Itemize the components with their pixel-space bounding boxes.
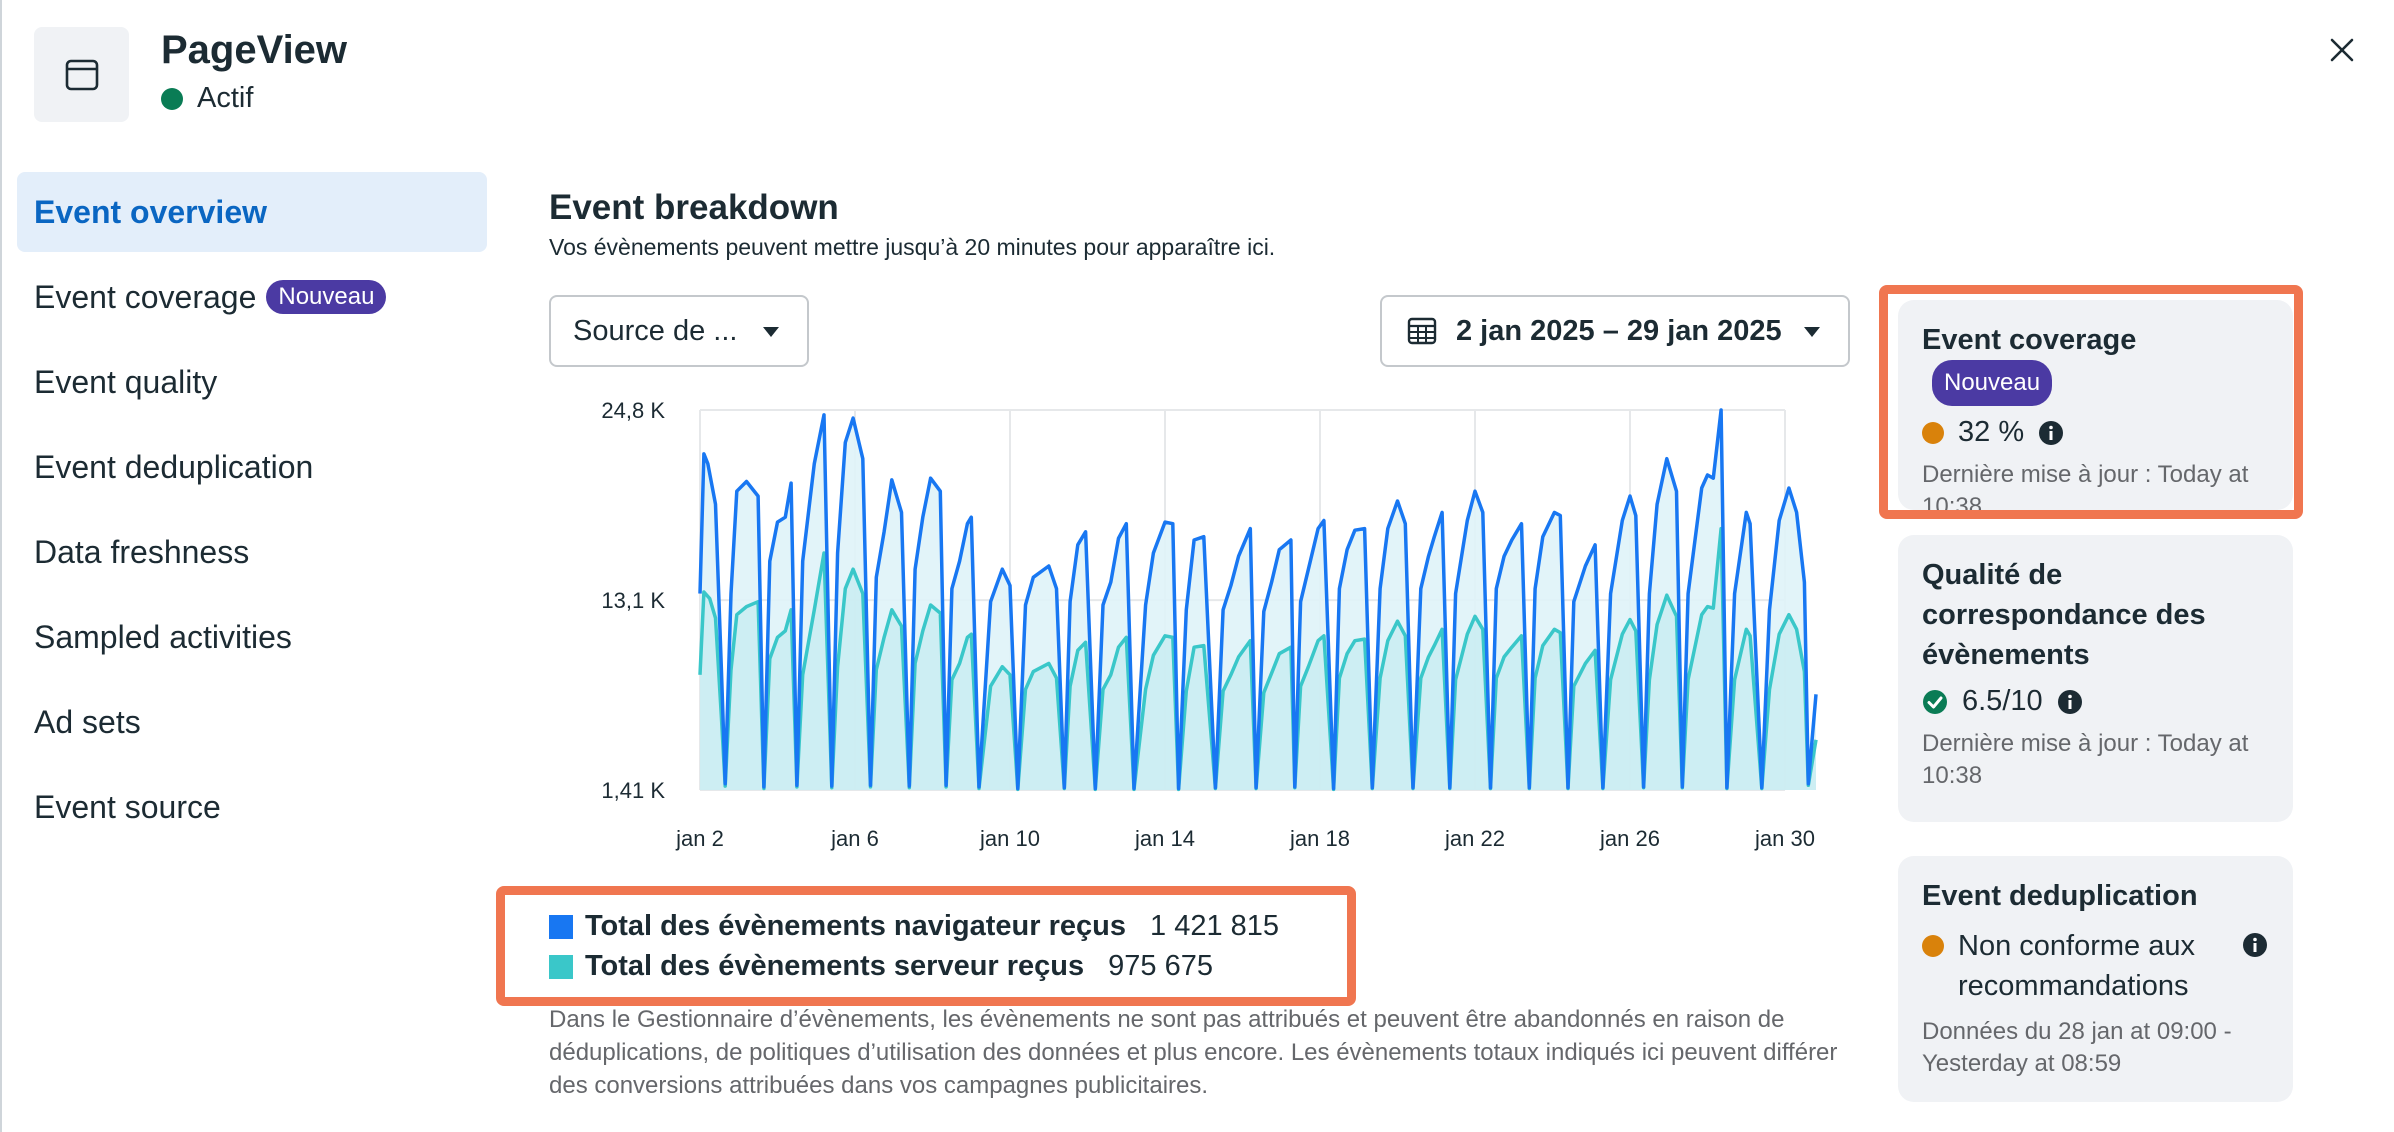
x-tick-label: jan 30: [1754, 826, 1815, 851]
sidebar-item-label: Event source: [34, 788, 221, 825]
sidebar-item-label: Data freshness: [34, 533, 250, 570]
sidebar-item-label: Event overview: [34, 193, 267, 230]
legend-item-browser: Total des évènements navigateur reçus 1 …: [549, 910, 1279, 943]
sidebar-item-event-coverage[interactable]: Event coverage Nouveau: [17, 257, 487, 337]
y-tick-label: 1,41 K: [601, 778, 665, 803]
card-title: Event deduplication: [1922, 880, 2198, 912]
card-value: Non conforme aux recommandations: [1958, 930, 2195, 1002]
x-tick-label: jan 2: [675, 826, 724, 851]
legend-label: Total des évènements serveur reçus: [585, 950, 1085, 982]
panel-edge: [0, 0, 2, 1132]
card-value-row: Non conforme aux recommandations: [1922, 926, 2269, 1006]
x-tick-label: jan 10: [979, 826, 1040, 851]
sidebar-item-ad-sets[interactable]: Ad sets: [17, 682, 487, 762]
date-range-label: 2 jan 2025 – 29 jan 2025: [1456, 314, 1782, 347]
y-tick-label: 13,1 K: [601, 588, 665, 613]
calendar-table-icon: [1407, 317, 1437, 345]
server-area: [700, 528, 1816, 790]
card-updated: Dernière mise à jour : Today at 10:38: [1922, 730, 2249, 789]
warning-dot-icon: [1922, 421, 1944, 444]
legend-item-server: Total des évènements serveur reçus 975 6…: [549, 950, 1213, 983]
card-value: 32 %: [1958, 416, 2025, 448]
legend-highlight: [496, 886, 1356, 1006]
new-badge: Nouveau: [1932, 360, 2053, 406]
legend-value: 975 675: [1108, 950, 1213, 982]
info-icon[interactable]: [2242, 932, 2268, 958]
card-title: Event coverage Nouveau: [1922, 320, 2269, 406]
x-tick-label: jan 26: [1599, 826, 1660, 851]
info-icon[interactable]: [2057, 689, 2083, 715]
new-badge: Nouveau: [266, 280, 387, 314]
x-tick-label: jan 14: [1134, 826, 1195, 851]
check-circle-icon: [1923, 689, 1947, 714]
event-coverage-card[interactable]: Event coverage Nouveau 32 % Dernière mis…: [1898, 300, 2293, 520]
card-updated: Données du 28 jan at 09:00 - Yesterday a…: [1922, 1018, 2232, 1077]
sidebar-item-event-deduplication[interactable]: Event deduplication: [17, 427, 487, 507]
date-range-picker[interactable]: 2 jan 2025 – 29 jan 2025: [1380, 295, 1850, 367]
status-dot-icon: [161, 87, 183, 110]
sidebar-item-event-quality[interactable]: Event quality: [17, 342, 487, 422]
sidebar-item-label: Sampled activities: [34, 618, 292, 655]
card-value: 6.5/10: [1962, 685, 2043, 717]
browser-series-line: [698, 408, 1818, 791]
card-title-text: Event coverage: [1922, 324, 2137, 356]
status-label: Actif: [197, 82, 254, 114]
page-title: PageView: [161, 28, 348, 72]
x-tick-label: jan 18: [1289, 826, 1350, 851]
section-title: Event breakdown: [549, 188, 839, 227]
info-icon[interactable]: [2038, 420, 2064, 446]
close-button[interactable]: [2322, 30, 2362, 70]
legend-swatch: [549, 954, 573, 979]
x-tick-label: jan 6: [830, 826, 879, 851]
card-value-row: 32 %: [1922, 416, 2269, 449]
caret-down-icon: [763, 327, 779, 337]
y-tick-label: 24,8 K: [601, 398, 665, 423]
source-dropdown-label: Source de ...: [573, 314, 738, 347]
section-subtitle: Vos évènements peuvent mettre jusqu’à 20…: [549, 234, 1276, 260]
warning-dot-icon: [1922, 935, 1944, 957]
coverage-card-highlight: [1879, 285, 2303, 519]
browser-window-icon: [34, 27, 129, 122]
x-tick-label: jan 22: [1444, 826, 1505, 851]
disclaimer-text: Dans le Gestionnaire d’évènements, les é…: [549, 1006, 1838, 1099]
legend-swatch: [549, 914, 573, 939]
card-value-row: 6.5/10: [1922, 685, 2269, 718]
sidebar-item-data-freshness[interactable]: Data freshness: [17, 512, 487, 592]
sidebar-item-label: Event deduplication: [34, 448, 314, 485]
card-title: Qualité de correspondance des évènements: [1922, 559, 2206, 671]
match-quality-card[interactable]: Qualité de correspondance des évènements…: [1898, 535, 2293, 822]
sidebar-item-sampled-activities[interactable]: Sampled activities: [17, 597, 487, 677]
legend-value: 1 421 815: [1150, 910, 1280, 942]
caret-down-icon: [1804, 327, 1820, 337]
sidebar-item-event-overview[interactable]: Event overview: [17, 172, 487, 252]
sidebar-item-event-source[interactable]: Event source: [17, 767, 487, 847]
legend-label: Total des évènements navigateur reçus: [585, 910, 1127, 942]
sidebar-item-label: Event quality: [34, 363, 218, 400]
status-indicator: Actif: [161, 82, 253, 115]
close-icon: [2330, 38, 2354, 62]
source-dropdown[interactable]: Source de ...: [549, 295, 809, 367]
sidebar-item-label: Ad sets: [34, 703, 141, 740]
event-deduplication-card[interactable]: Event deduplication Non conforme aux rec…: [1898, 856, 2293, 1102]
sidebar-item-label: Event coverage: [34, 278, 257, 315]
